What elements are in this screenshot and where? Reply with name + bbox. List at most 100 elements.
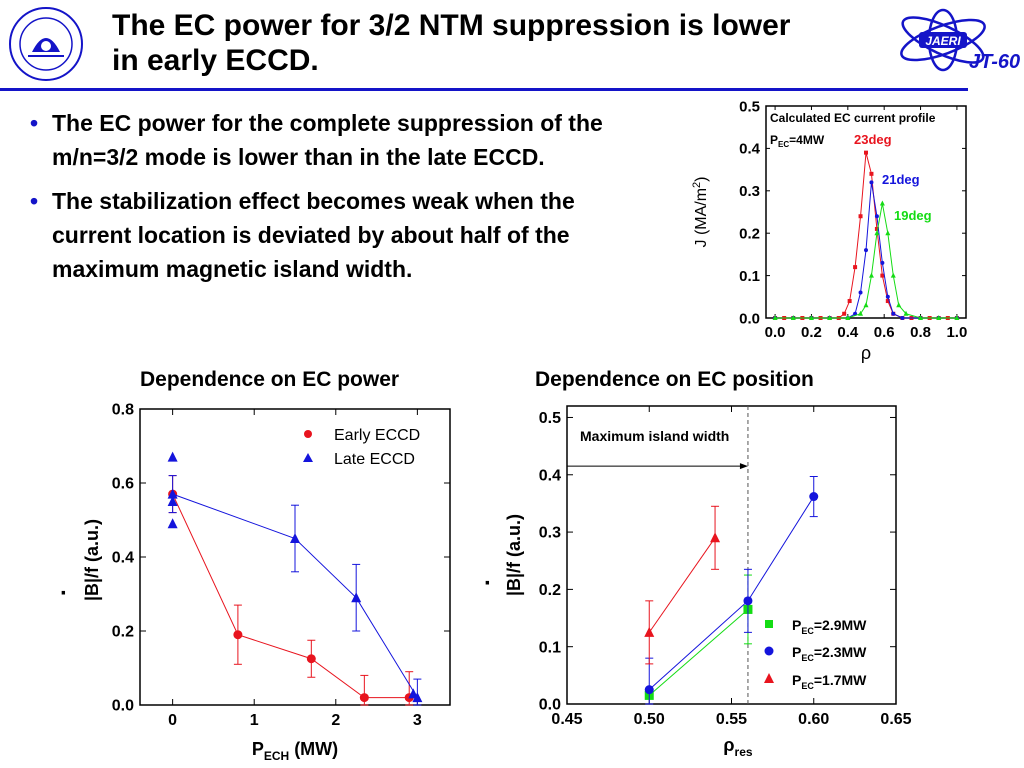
c1-ytick-label: 0.5: [739, 98, 760, 115]
c2-ytick-label: 0.4: [112, 550, 134, 567]
c3-ytick-label: 0.4: [539, 467, 561, 484]
c3-ticks-group: 0.45 0.50 0.55 0.60 0.65 0.0 0.1 0.2 0.3 0.4 0.5: [539, 406, 912, 728]
c3-data-point: [809, 492, 819, 502]
c2-xtick-label: 1: [250, 712, 259, 729]
c2-data-point: [167, 451, 178, 462]
c3-legend-2-3mw: PEC=2.3MW: [792, 644, 867, 663]
c1-ticks-group: 0.0 0.2 0.4 0.6 0.8 1.0 0.0 0.1 0.2 0.3 0.4 0.5: [739, 98, 967, 341]
c1-marks-group: [772, 150, 960, 320]
c1-data-point: [874, 214, 879, 219]
slide-title-line1: The EC power for 3/2 NTM suppression is …: [112, 9, 791, 42]
c1-data-point: [790, 315, 796, 320]
c2-data-point: [306, 654, 316, 664]
c2-ylabel: |B|/f (a.u.): [82, 519, 102, 601]
c2-legend-late: Late ECCD: [334, 451, 415, 468]
c3-xlabel: ρres: [723, 735, 752, 759]
c2-series-line: [172, 493, 410, 699]
c2-ytick-label: 0.6: [112, 476, 134, 493]
c3-marks-group: [644, 475, 819, 705]
c1-data-point: [845, 315, 851, 320]
c2-legend-marker-late: [303, 453, 313, 462]
c3-xtick-label: 0.45: [551, 711, 582, 728]
c2-xlabel: PECH (MW): [252, 739, 338, 763]
c3-title: Dependence on EC position: [535, 368, 814, 391]
c1-data-point: [900, 316, 905, 320]
c3-data-point: [644, 685, 654, 695]
c1-data-point: [864, 248, 868, 253]
c2-legend-early: Early ECCD: [334, 427, 420, 444]
bullet-list: The EC power for the complete suppressio…: [30, 106, 655, 296]
island-width-arrowhead: [739, 463, 748, 470]
bullet-item: The stabilization effect becomes weak wh…: [30, 184, 655, 286]
c2-data-point: [351, 592, 362, 603]
c1-xtick-label: 1.0: [946, 324, 967, 341]
c1-data-point: [842, 311, 847, 316]
c1-xtick-label: 0.6: [874, 324, 895, 341]
c1-data-point: [772, 315, 778, 320]
c2-ytick-label: 0.2: [112, 624, 134, 641]
c1-xtick-label: 0.0: [765, 324, 786, 341]
c3-legend-1-7mw: PEC=1.7MW: [792, 672, 867, 691]
c2-legend: Early ECCD Late ECCD: [303, 427, 420, 468]
c1-ytick-label: 0.2: [739, 225, 760, 242]
c1-data-point: [885, 299, 890, 304]
c3-annotation-group: [567, 406, 749, 704]
c3-xtick-label: 0.50: [634, 711, 665, 728]
c1-data-point: [858, 214, 863, 219]
c3-xtick-label: 0.65: [880, 711, 911, 728]
c1-data-point: [885, 294, 890, 299]
c2-data-point: [290, 533, 300, 543]
kyoto-university-logo-icon: [9, 7, 83, 81]
c2-ytick-label: 0.0: [112, 698, 134, 715]
c2-xtick-label: 2: [331, 712, 340, 729]
c1-data-point: [864, 150, 868, 155]
c3-ytick-label: 0.5: [539, 410, 561, 427]
c2-legend-marker-early: [304, 430, 312, 438]
c1-data-point: [880, 260, 885, 265]
c1-data-point: [879, 200, 885, 206]
c1-ytick-label: 0.3: [739, 183, 760, 200]
c3-legend-marker-2-3mw: [764, 646, 774, 656]
ec-position-chart: 0.45 0.50 0.55 0.60 0.65 0.0 0.1 0.2 0.3 0.4 0.5 M…: [484, 405, 912, 759]
c3-ylabel-dot: ·: [484, 570, 492, 597]
bullet-item: The EC power for the complete suppressio…: [30, 106, 655, 174]
c3-legend: PEC=2.9MW PEC=2.3MW PEC=1.7MW: [764, 617, 867, 691]
slide-title: The EC power for 3/2 NTM suppression is …: [112, 8, 892, 78]
c2-title: Dependence on EC power: [140, 368, 400, 391]
c2-data-point: [359, 693, 369, 703]
c1-xlabel: ρ: [861, 343, 871, 363]
jt60-logo-text: JT-60: [969, 51, 1020, 73]
c3-legend-2-9mw: PEC=2.9MW: [792, 617, 867, 636]
c2-ytick-label: 0.8: [112, 402, 134, 419]
c3-xtick-label: 0.55: [716, 711, 747, 728]
c2-xtick-label: 3: [413, 712, 422, 729]
c1-xtick-label: 0.4: [837, 324, 859, 341]
c1-series-line: [775, 152, 957, 319]
c3-series-line: [648, 537, 716, 633]
c3-annotation: Maximum island width: [580, 428, 729, 444]
c3-legend-marker-1-7mw: [764, 673, 774, 683]
c3-data-point: [743, 596, 753, 606]
c3-ytick-label: 0.0: [539, 697, 561, 714]
jaeri-badge-text: JAERI: [925, 34, 961, 48]
c1-data-point: [874, 230, 880, 236]
c3-ytick-label: 0.3: [539, 525, 561, 542]
c1-data-point: [858, 290, 863, 295]
c3-series-line: [648, 609, 749, 696]
c2-data-point: [167, 496, 178, 506]
c3-ytick-label: 0.2: [539, 582, 561, 599]
c2-data-point: [233, 630, 243, 640]
c1-series-label-21deg: 21deg: [882, 172, 920, 187]
c1-data-point: [885, 230, 891, 236]
c1-data-point: [863, 302, 869, 308]
c3-legend-marker-2-9mw: [765, 620, 773, 628]
c1-data-point: [874, 226, 879, 231]
c1-data-point: [880, 273, 885, 278]
c2-series-line: [172, 493, 418, 698]
c1-data-point: [890, 272, 896, 278]
c3-ytick-label: 0.1: [539, 639, 561, 656]
c1-ytick-label: 0.0: [739, 310, 760, 327]
c1-data-point: [918, 315, 924, 320]
c2-ticks-group: 0 1 2 3 0.0 0.2 0.4 0.6 0.8: [112, 402, 450, 729]
c3-data-point: [644, 626, 655, 637]
